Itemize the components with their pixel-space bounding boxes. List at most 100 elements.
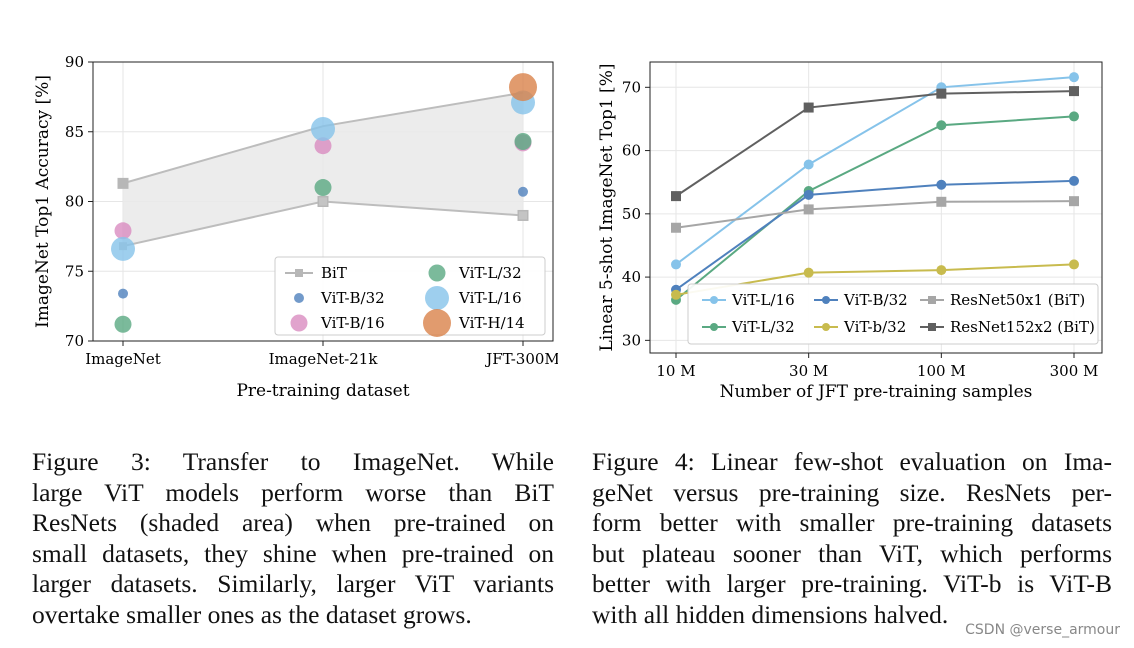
x-tick-label: JFT-300M bbox=[484, 350, 558, 368]
y-tick-label: 60 bbox=[622, 142, 641, 160]
y-tick-label: 50 bbox=[622, 205, 641, 223]
series-resnet50x1-bit--line bbox=[675, 200, 1075, 229]
series-vit-l-16-line bbox=[675, 76, 1075, 266]
figure-3-caption: Figure 3: Transfer to ImageNet. While la… bbox=[32, 447, 554, 631]
point-vit-l-32 bbox=[114, 315, 132, 333]
x-tick-label: ImageNet bbox=[85, 350, 161, 368]
series-vit-b-32-line bbox=[675, 179, 1075, 291]
y-axis-label: ImageNet Top1 Accuracy [%] bbox=[33, 75, 53, 328]
point-vit-l-32 bbox=[514, 133, 532, 151]
point-vit-b-32 bbox=[118, 288, 128, 299]
y-tick-label: 30 bbox=[622, 331, 641, 349]
point-vit-b-32 bbox=[518, 186, 528, 197]
legend-swatch bbox=[425, 286, 449, 310]
legend-label: ResNet50x1 (BiT) bbox=[950, 291, 1085, 309]
y-tick-label: 85 bbox=[65, 123, 84, 141]
point-vit-b-16 bbox=[114, 222, 132, 240]
caption-line: geNet versus pre-training size. ResNets … bbox=[592, 477, 1112, 507]
series-resnet152x2-bit--line bbox=[675, 90, 1075, 197]
legend-label: BiT bbox=[321, 264, 347, 282]
series-resnet152x2-bit--point bbox=[671, 191, 681, 202]
x-tick-label: 100 M bbox=[917, 362, 966, 380]
x-axis-label: Number of JFT pre-training samples bbox=[720, 382, 1033, 402]
caption-line: overtake smaller ones as the dataset gro… bbox=[32, 599, 472, 629]
y-tick-label: 80 bbox=[65, 193, 84, 211]
series-vit-b-32-point bbox=[803, 267, 814, 278]
series-resnet50x1-bit--point bbox=[1069, 196, 1079, 207]
figure-4-chart: 30 40 50 60 70 10 M 30 M 100 M 300 M Number of JF… bbox=[597, 61, 1103, 402]
series-vit-l-16-point bbox=[803, 159, 814, 170]
legend-label: ViT-B/32 bbox=[320, 289, 385, 307]
legend-label: ViT-H/14 bbox=[458, 314, 525, 332]
y-tick-label: 70 bbox=[65, 332, 84, 350]
x-tick-label: 30 M bbox=[789, 362, 828, 380]
point-vit-b-16 bbox=[314, 137, 332, 155]
legend-label: ViT-b/32 bbox=[843, 318, 906, 336]
series-resnet50x1-bit--point bbox=[936, 196, 947, 207]
series-resnet152x2-bit--point bbox=[803, 102, 814, 113]
legend-swatch-marker bbox=[710, 323, 718, 331]
point-vit-l-16 bbox=[111, 236, 135, 261]
point-vit-l-32 bbox=[314, 179, 332, 197]
bit-point bbox=[319, 197, 327, 206]
caption-line: form better with smaller pre-training da… bbox=[592, 508, 1112, 538]
y-tick-label: 75 bbox=[65, 262, 84, 280]
figure-4-caption: Figure 4: Linear few-shot evaluation on … bbox=[592, 447, 1112, 631]
legend-swatch bbox=[423, 309, 451, 337]
series-vit-l-32-line bbox=[675, 115, 1075, 301]
legend-label: ViT-L/32 bbox=[458, 264, 522, 282]
watermark: CSDN @verse_armour bbox=[965, 622, 1120, 638]
series-vit-b-32-point bbox=[936, 265, 947, 276]
caption-line: small datasets, they shine when pre-trai… bbox=[32, 538, 554, 568]
legend-swatch-marker bbox=[822, 296, 830, 304]
series-resnet50x1-bit--point bbox=[671, 222, 681, 233]
caption-line: but plateau sooner than ViT, which perfo… bbox=[592, 538, 1112, 568]
y-tick-label: 40 bbox=[622, 268, 641, 286]
caption-line: Figure 4: Linear few-shot evaluation on … bbox=[592, 447, 1112, 476]
legend-swatch-marker bbox=[710, 296, 718, 304]
series-resnet50x1-bit--point bbox=[803, 204, 814, 215]
legend-swatch-marker bbox=[928, 296, 936, 304]
series-resnet152x2-bit--point bbox=[1069, 86, 1079, 97]
legend-label: ResNet152x2 (BiT) bbox=[950, 318, 1095, 336]
series-vit-b-32-point bbox=[936, 179, 947, 190]
legend-swatch-marker bbox=[928, 323, 936, 331]
legend-swatch bbox=[428, 264, 446, 282]
caption-line: large ViT models perform worse than BiT bbox=[32, 477, 554, 507]
legend-swatch bbox=[290, 314, 308, 332]
series-resnet152x2-bit--point bbox=[936, 88, 947, 99]
y-tick-label: 90 bbox=[65, 53, 84, 71]
caption-line: larger datasets. Similarly, larger ViT v… bbox=[32, 569, 554, 599]
caption-line: better with larger pre-training. ViT-b i… bbox=[592, 569, 1112, 599]
legend-box bbox=[687, 283, 1099, 345]
figure-3-chart: 70 75 80 85 90 ImageNet ImageNet-21k JFT-300M Pr… bbox=[33, 53, 558, 401]
y-axis-label: Linear 5-shot ImageNet Top1 [%] bbox=[597, 64, 617, 352]
caption-line: Figure 3: Transfer to ImageNet. While bbox=[32, 447, 554, 476]
series-vit-b-32-point bbox=[671, 289, 681, 300]
legend-swatch-marker bbox=[822, 323, 830, 331]
bit-point bbox=[519, 211, 527, 220]
series-vit-l-16-point bbox=[1069, 72, 1079, 83]
point-vit-l-16 bbox=[311, 116, 335, 141]
point-vit-h-14 bbox=[509, 73, 537, 102]
legend-label: ViT-L/16 bbox=[458, 289, 522, 307]
x-tick-label: 300 M bbox=[1050, 362, 1099, 380]
series-vit-l-32-point bbox=[936, 120, 947, 131]
x-tick-label: 10 M bbox=[656, 362, 695, 380]
legend-label: ViT-L/16 bbox=[731, 291, 795, 309]
caption-line: with all hidden dimensions halved. bbox=[592, 599, 949, 629]
y-tick-label: 70 bbox=[622, 78, 641, 96]
legend-label: ViT-B/16 bbox=[320, 314, 385, 332]
caption-line: ResNets (shaded area) when pre-trained o… bbox=[32, 508, 554, 538]
legend-swatch-bit bbox=[295, 269, 303, 277]
legend-label: ViT-L/32 bbox=[731, 318, 795, 336]
series-vit-b-32-point bbox=[1069, 175, 1079, 186]
legend-label: ViT-B/32 bbox=[843, 291, 908, 309]
x-axis-label: Pre-training dataset bbox=[236, 381, 409, 401]
series-vit-l-32-point bbox=[1069, 111, 1079, 122]
axes-frame bbox=[649, 61, 1103, 354]
bit-point bbox=[117, 177, 129, 189]
series-vit-b-32-point bbox=[803, 189, 814, 200]
legend-box bbox=[274, 256, 546, 336]
x-tick-label: ImageNet-21k bbox=[269, 350, 379, 368]
